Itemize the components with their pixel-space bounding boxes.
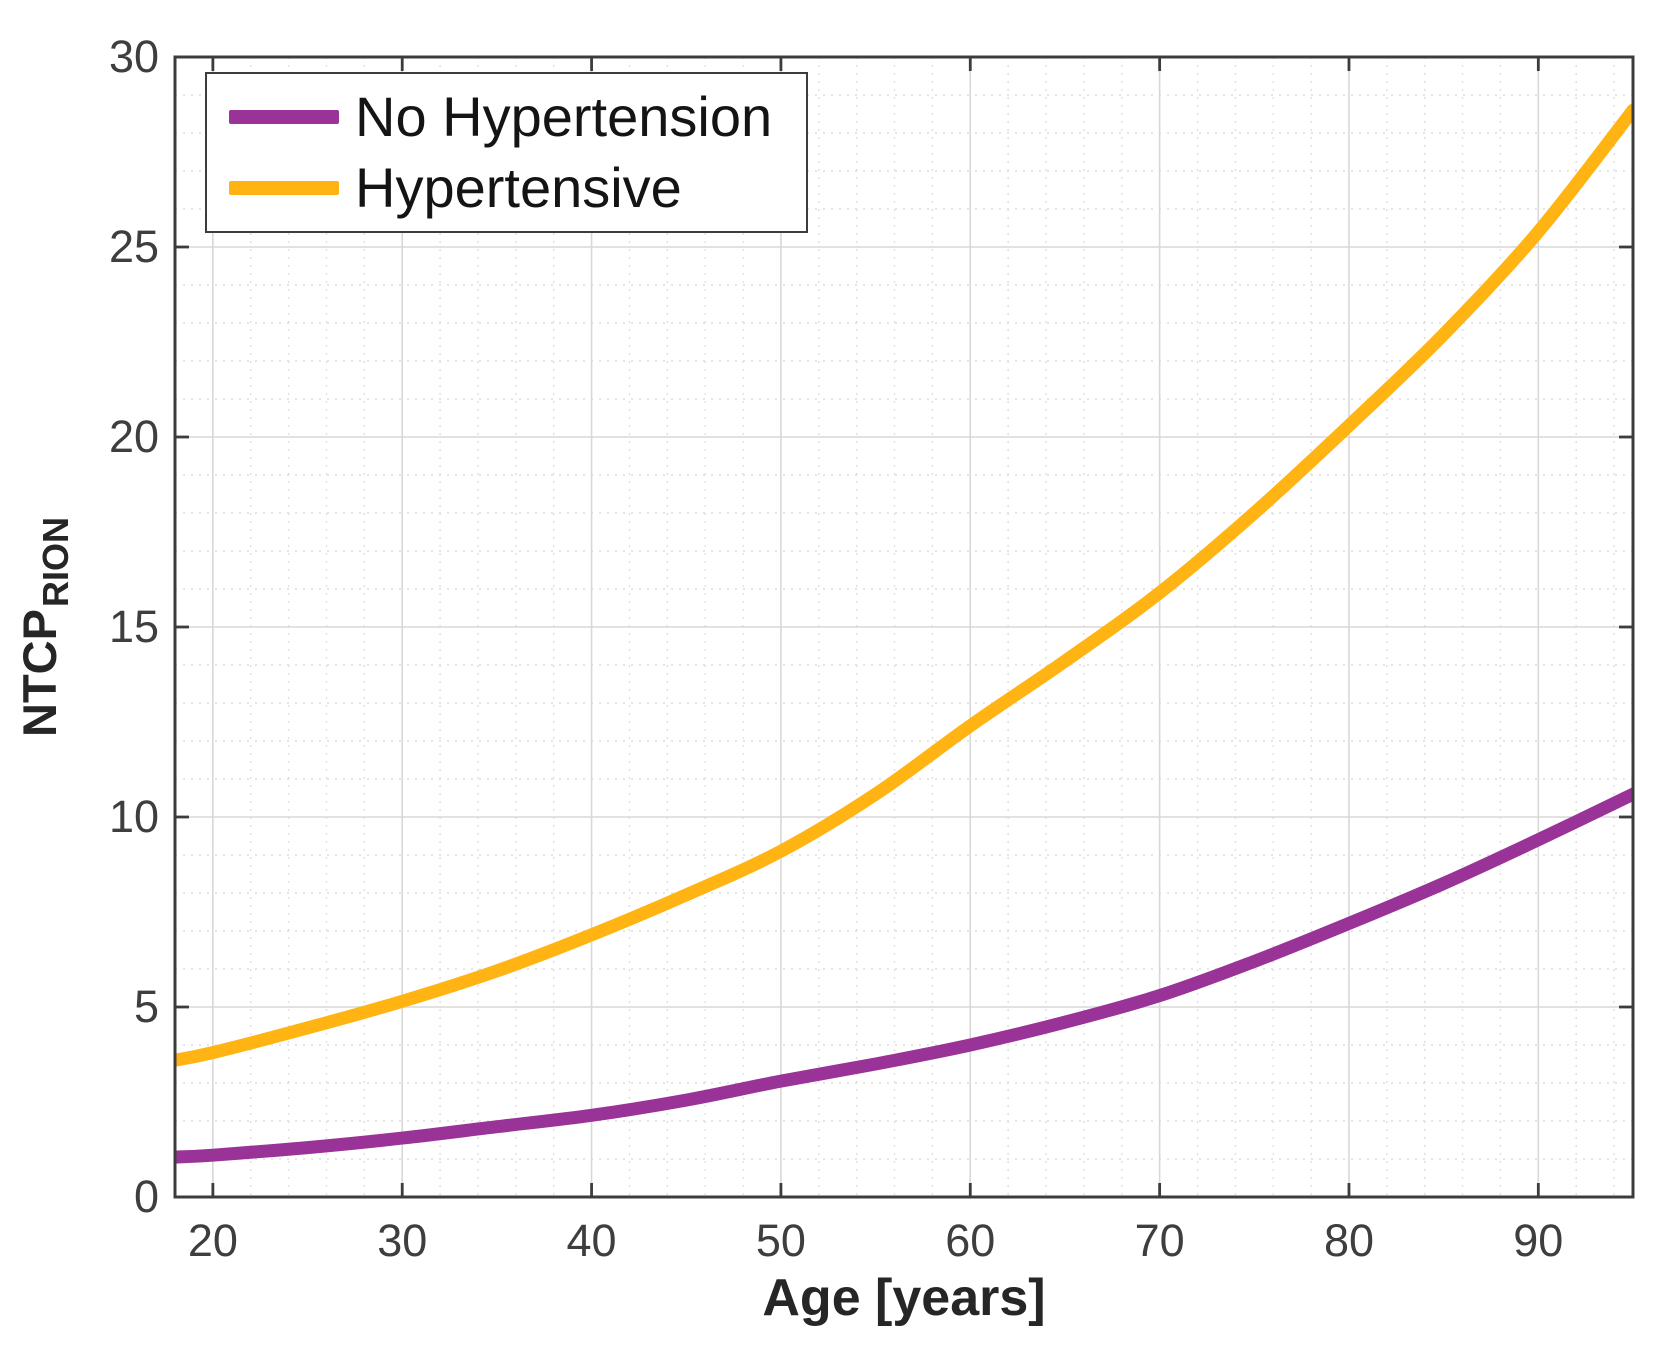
- x-tick-label: 70: [1135, 1215, 1185, 1266]
- series-line-no-hypertension: [175, 787, 1633, 1164]
- x-tick-label: 80: [1324, 1215, 1374, 1266]
- y-axis-label: NTCPRION: [13, 517, 76, 737]
- y-tick-label: 0: [134, 1171, 159, 1222]
- series-curves: [175, 103, 1633, 1164]
- legend-label-hypertensive: Hypertensive: [355, 156, 682, 219]
- x-tick-label: 50: [756, 1215, 806, 1266]
- legend-item-no-hypertension: No Hypertension: [229, 89, 806, 145]
- y-tick-labels: 0 5 10 15 20 25 30: [109, 31, 159, 1222]
- legend-label-no-hypertension: No Hypertension: [355, 85, 773, 148]
- x-tick-label: 90: [1513, 1215, 1563, 1266]
- series-line-hypertensive: [175, 103, 1633, 1067]
- x-axis-label: Age [years]: [762, 1269, 1045, 1327]
- legend: No Hypertension Hypertensive: [205, 72, 808, 233]
- y-tick-label: 10: [109, 791, 159, 842]
- x-tick-label: 40: [567, 1215, 617, 1266]
- legend-line-swatch-hypertensive: [229, 181, 339, 195]
- y-tick-label: 15: [109, 601, 159, 652]
- y-tick-label: 20: [109, 411, 159, 462]
- x-tick-label: 60: [945, 1215, 995, 1266]
- x-tick-labels: 20 30 40 50 60 70 80 90: [188, 1215, 1564, 1266]
- x-tick-label: 20: [188, 1215, 238, 1266]
- legend-item-hypertensive: Hypertensive: [229, 160, 806, 216]
- y-tick-label: 5: [134, 981, 159, 1032]
- y-tick-label: 25: [109, 221, 159, 272]
- legend-line-swatch-no-hypertension: [229, 110, 339, 124]
- y-tick-label: 30: [109, 31, 159, 82]
- x-tick-label: 30: [377, 1215, 427, 1266]
- axis-ticks: [175, 57, 1633, 1197]
